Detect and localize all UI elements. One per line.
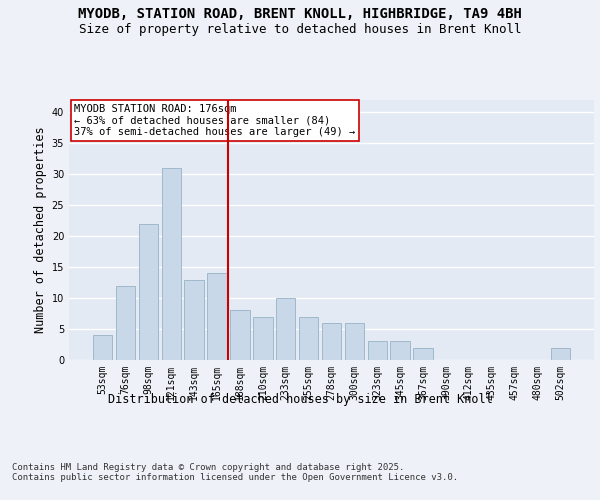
Bar: [253, 316, 272, 360]
Bar: [276, 298, 295, 360]
Text: MYODB, STATION ROAD, BRENT KNOLL, HIGHBRIDGE, TA9 4BH: MYODB, STATION ROAD, BRENT KNOLL, HIGHBR…: [78, 8, 522, 22]
Bar: [368, 342, 387, 360]
Y-axis label: Number of detached properties: Number of detached properties: [34, 126, 47, 334]
Bar: [184, 280, 204, 360]
Text: MYODB STATION ROAD: 176sqm
← 63% of detached houses are smaller (84)
37% of semi: MYODB STATION ROAD: 176sqm ← 63% of deta…: [74, 104, 355, 137]
Bar: [139, 224, 158, 360]
Bar: [413, 348, 433, 360]
Bar: [161, 168, 181, 360]
Bar: [230, 310, 250, 360]
Text: Contains HM Land Registry data © Crown copyright and database right 2025.
Contai: Contains HM Land Registry data © Crown c…: [12, 462, 458, 482]
Bar: [299, 316, 319, 360]
Bar: [344, 323, 364, 360]
Bar: [551, 348, 570, 360]
Text: Distribution of detached houses by size in Brent Knoll: Distribution of detached houses by size …: [107, 392, 493, 406]
Bar: [322, 323, 341, 360]
Bar: [391, 342, 410, 360]
Bar: [116, 286, 135, 360]
Text: Size of property relative to detached houses in Brent Knoll: Size of property relative to detached ho…: [79, 24, 521, 36]
Bar: [208, 274, 227, 360]
Bar: [93, 335, 112, 360]
